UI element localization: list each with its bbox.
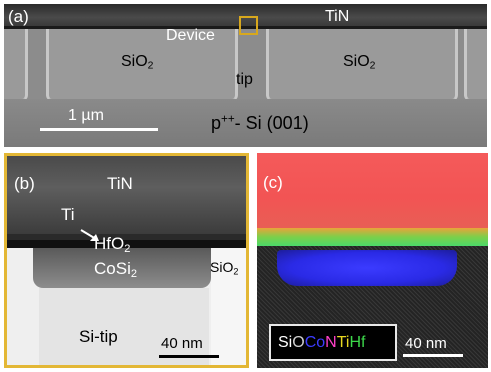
legend-entry-ti: Ti [336, 334, 350, 351]
tip-label: tip [236, 71, 253, 88]
panel-b-tem-crosssection: (b) TiN Ti HfO2 CoSi2 SiO2 Si-tip 40 nm [4, 153, 249, 368]
panel-label-c: (c) [263, 173, 283, 192]
cosi2-layer [33, 248, 211, 288]
panel-label-b: (b) [14, 174, 35, 193]
sio2-region-edge-right [464, 29, 487, 101]
hf-signal-region [257, 153, 488, 228]
scale-bar-label-b: 40 nm [161, 335, 203, 352]
panel-a-sem-overview: (a) TiN Device SiO2 SiO2 tip p++- Si (00… [4, 4, 487, 147]
sio2-label: SiO2 [210, 259, 239, 277]
panel-label-a: (a) [8, 7, 29, 26]
scale-bar-label-a: 1 µm [68, 107, 104, 124]
ti-arrow-icon [80, 229, 99, 241]
legend-entry-si: Si [278, 334, 293, 351]
scale-bar-a [40, 128, 158, 131]
si-tip-label: Si-tip [79, 327, 118, 346]
legend-entry-n: N [325, 334, 337, 351]
tin-layer [7, 156, 246, 234]
cosi2-label: CoSi2 [94, 259, 138, 280]
element-legend: SiOCoNTiHf [269, 324, 397, 361]
co-signal-region [277, 250, 457, 286]
sio2-region [211, 248, 246, 365]
scale-bar-b [159, 355, 219, 358]
legend-entry-o: O [292, 334, 305, 351]
sio2-label-left: SiO2 [121, 53, 154, 72]
substrate-label: p++- Si (001) [211, 112, 309, 133]
device-highlight-box [239, 16, 258, 35]
hfo2-layer [7, 240, 246, 248]
scale-bar-c [403, 354, 463, 357]
ti-label: Ti [61, 205, 75, 224]
scale-bar-label-c: 40 nm [405, 335, 447, 352]
ti-n-signal-band [257, 228, 488, 246]
sio2-region-edge-left [4, 29, 28, 101]
hfo2-label: HfO2 [94, 234, 131, 255]
panel-c-eds-map: (c) SiOCoNTiHf 40 nm [257, 153, 488, 368]
sio2-region-right [266, 29, 458, 101]
ti-layer [7, 234, 246, 240]
element-legend-text: SiOCoNTiHf [278, 335, 365, 351]
tin-label: TiN [107, 174, 133, 193]
tin-layer [4, 4, 487, 26]
si-substrate [4, 99, 487, 147]
sio2-label-right: SiO2 [343, 53, 376, 72]
tin-interface [4, 26, 487, 29]
si-tip-region [39, 288, 209, 365]
device-label: Device [166, 27, 215, 44]
legend-entry-hf: Hf [349, 334, 366, 351]
tin-label: TiN [325, 8, 350, 25]
legend-entry-co: Co [304, 334, 326, 351]
